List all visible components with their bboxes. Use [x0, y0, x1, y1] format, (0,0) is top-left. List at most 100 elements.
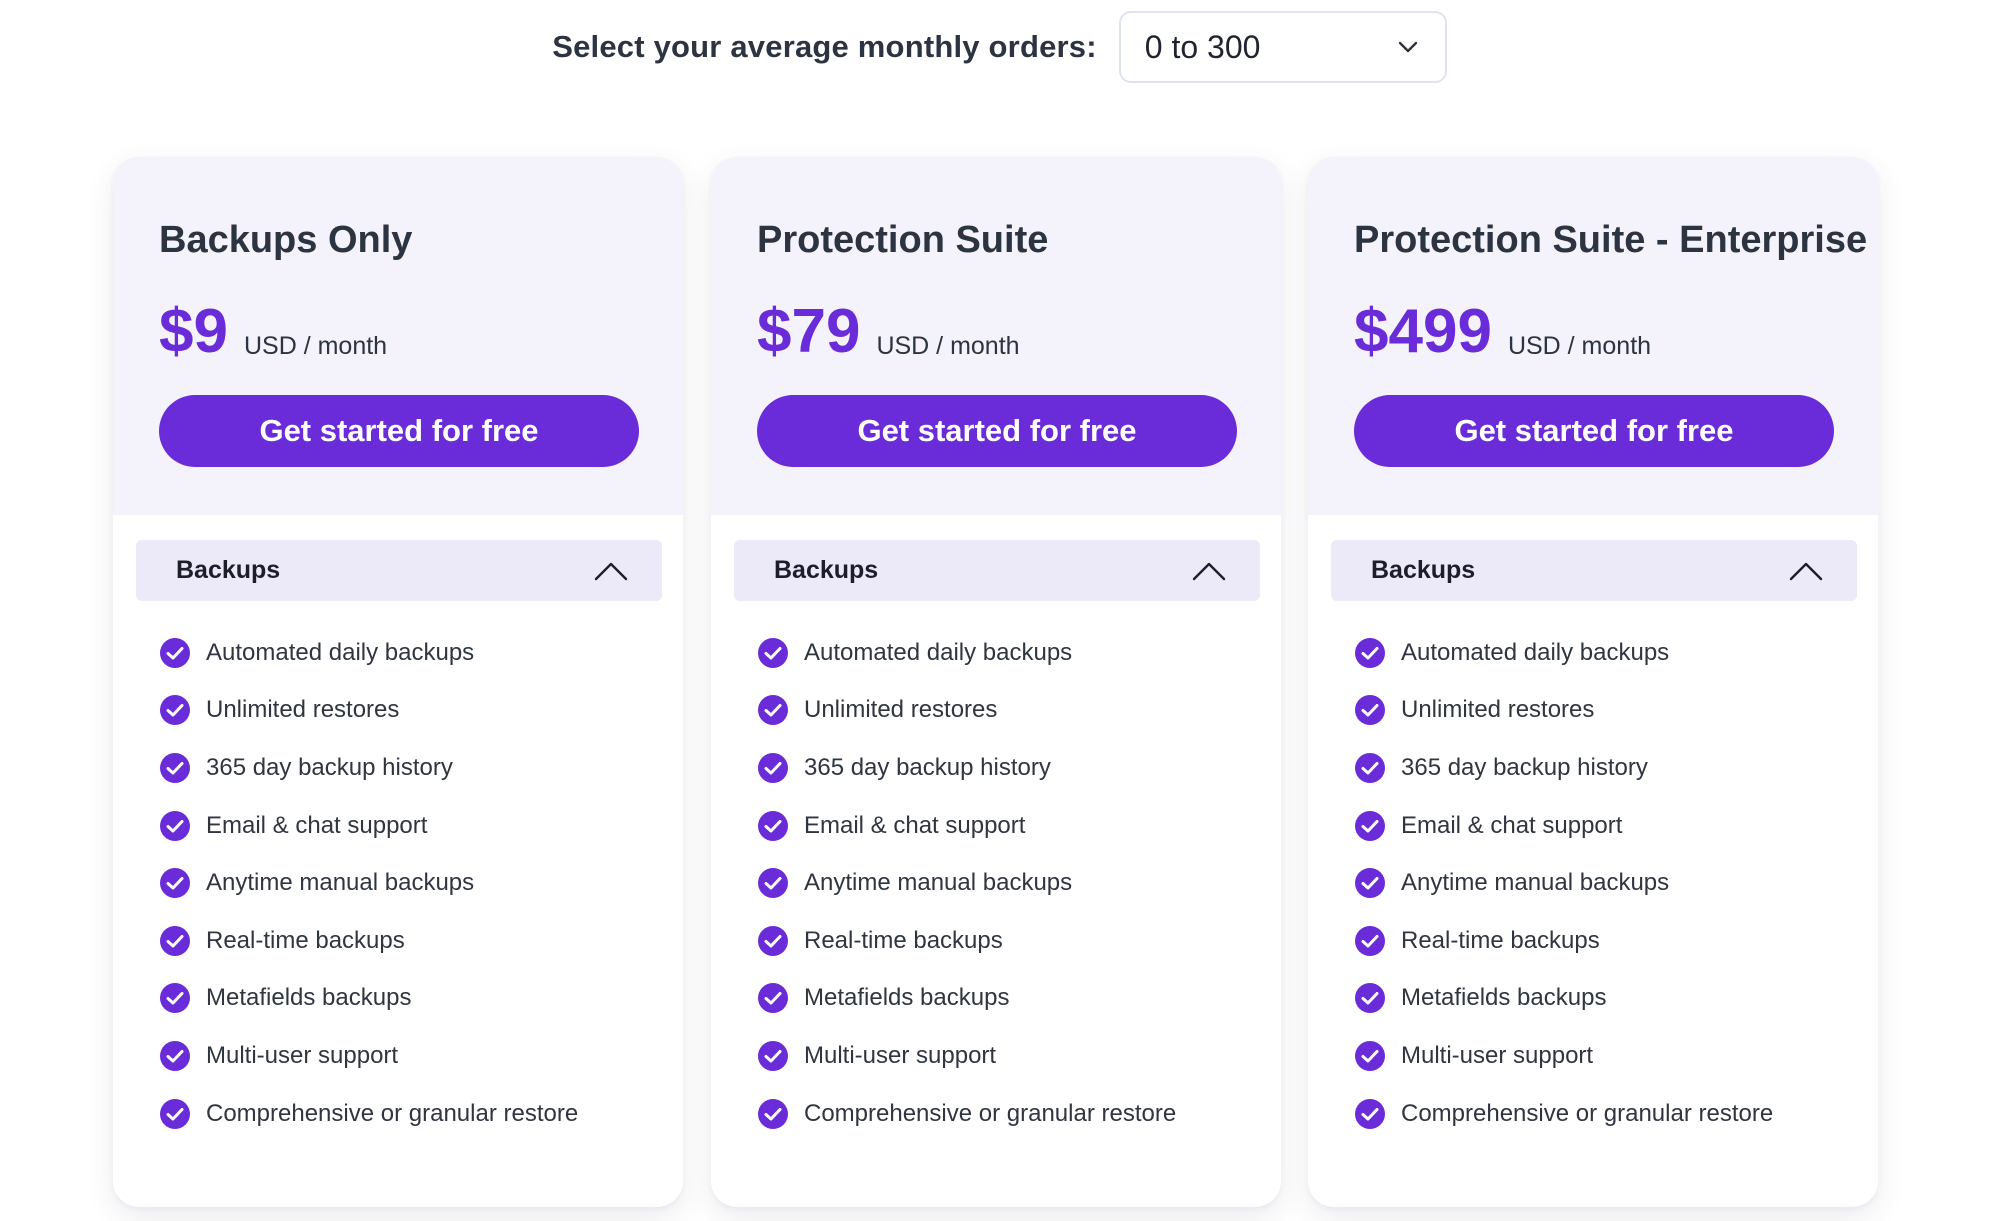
- feature-item: Metafields backups: [1354, 970, 1773, 1028]
- feature-item: Comprehensive or granular restore: [159, 1085, 578, 1143]
- feature-text: Comprehensive or granular restore: [1401, 1099, 1774, 1127]
- feature-text: Unlimited restores: [1401, 696, 1595, 724]
- feature-text: Multi-user support: [1401, 1041, 1594, 1069]
- backups-section-toggle[interactable]: Backups: [734, 540, 1260, 601]
- feature-text: Multi-user support: [804, 1041, 997, 1069]
- feature-item: Metafields backups: [757, 970, 1176, 1028]
- feature-item: Email & chat support: [1354, 797, 1773, 855]
- check-circle-icon: [1354, 1040, 1386, 1072]
- chevron-up-icon: [1192, 561, 1226, 581]
- get-started-button[interactable]: Get started for free: [757, 395, 1237, 467]
- section-title: Backups: [1371, 556, 1476, 584]
- price-unit: USD / month: [876, 332, 1020, 360]
- chevron-up-icon: [1789, 561, 1823, 581]
- plan-card-backups-only: Backups Only $9 USD / month Get started …: [113, 157, 683, 1207]
- feature-text: Automated daily backups: [206, 638, 475, 666]
- feature-text: Anytime manual backups: [206, 869, 475, 897]
- check-circle-icon: [1354, 694, 1386, 726]
- section-title: Backups: [774, 556, 879, 584]
- feature-text: Unlimited restores: [804, 696, 998, 724]
- feature-item: Real-time backups: [1354, 912, 1773, 970]
- get-started-button[interactable]: Get started for free: [1354, 395, 1834, 467]
- check-circle-icon: [1354, 925, 1386, 957]
- check-circle-icon: [159, 694, 191, 726]
- check-circle-icon: [159, 1098, 191, 1130]
- get-started-button[interactable]: Get started for free: [159, 395, 639, 467]
- feature-item: Multi-user support: [1354, 1027, 1773, 1085]
- check-circle-icon: [1354, 810, 1386, 842]
- feature-text: 365 day backup history: [206, 753, 453, 781]
- monthly-orders-dropdown[interactable]: 0 to 300: [1118, 11, 1447, 83]
- feature-item: Unlimited restores: [1354, 682, 1773, 740]
- feature-item: Multi-user support: [159, 1027, 578, 1085]
- feature-list: Automated daily backups Unlimited restor…: [757, 624, 1176, 1142]
- monthly-orders-selected-value: 0 to 300: [1144, 28, 1261, 65]
- check-circle-icon: [1354, 637, 1386, 669]
- plan-name: Protection Suite - Enterprise: [1354, 219, 1868, 261]
- feature-text: Comprehensive or granular restore: [804, 1099, 1177, 1127]
- feature-item: Unlimited restores: [757, 682, 1176, 740]
- feature-text: Email & chat support: [804, 811, 1026, 839]
- feature-text: Metafields backups: [1401, 984, 1607, 1012]
- check-circle-icon: [159, 810, 191, 842]
- feature-text: Metafields backups: [206, 984, 412, 1012]
- feature-item: 365 day backup history: [159, 739, 578, 797]
- plan-card-header: Protection Suite $79 USD / month Get sta…: [711, 157, 1281, 515]
- chevron-down-icon: [1397, 40, 1419, 54]
- plan-price: $499: [1354, 297, 1492, 366]
- feature-text: Metafields backups: [804, 984, 1010, 1012]
- check-circle-icon: [1354, 982, 1386, 1014]
- price-unit: USD / month: [243, 332, 388, 360]
- feature-text: Real-time backups: [1401, 926, 1600, 954]
- check-circle-icon: [159, 925, 191, 957]
- feature-item: Real-time backups: [159, 912, 578, 970]
- price-row: $79 USD / month: [757, 297, 1020, 367]
- check-circle-icon: [757, 752, 789, 784]
- backups-section-toggle[interactable]: Backups: [1331, 540, 1857, 601]
- feature-text: 365 day backup history: [804, 753, 1051, 781]
- feature-item: Email & chat support: [159, 797, 578, 855]
- feature-item: Anytime manual backups: [757, 854, 1176, 912]
- check-circle-icon: [159, 637, 191, 669]
- feature-text: Anytime manual backups: [804, 869, 1073, 897]
- feature-text: Automated daily backups: [1401, 638, 1670, 666]
- feature-item: 365 day backup history: [1354, 739, 1773, 797]
- feature-text: 365 day backup history: [1401, 753, 1648, 781]
- plan-name: Protection Suite: [757, 219, 1049, 261]
- feature-list: Automated daily backups Unlimited restor…: [1354, 624, 1773, 1142]
- feature-item: Real-time backups: [757, 912, 1176, 970]
- order-selector-label: Select your average monthly orders:: [552, 29, 1097, 64]
- feature-item: Email & chat support: [757, 797, 1176, 855]
- feature-item: Multi-user support: [757, 1027, 1176, 1085]
- price-row: $9 USD / month: [159, 297, 387, 367]
- check-circle-icon: [757, 810, 789, 842]
- check-circle-icon: [757, 694, 789, 726]
- feature-item: Metafields backups: [159, 970, 578, 1028]
- feature-text: Email & chat support: [206, 811, 428, 839]
- plan-card-protection-suite-enterprise: Protection Suite - Enterprise $499 USD /…: [1308, 157, 1878, 1207]
- backups-section-toggle[interactable]: Backups: [136, 540, 662, 601]
- chevron-up-icon: [594, 561, 628, 581]
- price-row: $499 USD / month: [1354, 297, 1651, 367]
- check-circle-icon: [757, 867, 789, 899]
- feature-item: Automated daily backups: [1354, 624, 1773, 682]
- check-circle-icon: [1354, 867, 1386, 899]
- feature-item: 365 day backup history: [757, 739, 1176, 797]
- feature-list: Automated daily backups Unlimited restor…: [159, 624, 578, 1142]
- plan-price: $9: [159, 297, 228, 366]
- plan-card-header: Protection Suite - Enterprise $499 USD /…: [1308, 157, 1878, 515]
- feature-item: Automated daily backups: [757, 624, 1176, 682]
- feature-text: Real-time backups: [206, 926, 405, 954]
- feature-text: Real-time backups: [804, 926, 1003, 954]
- check-circle-icon: [757, 982, 789, 1014]
- plan-card-header: Backups Only $9 USD / month Get started …: [113, 157, 683, 515]
- feature-text: Email & chat support: [1401, 811, 1623, 839]
- plan-price: $79: [757, 297, 861, 366]
- feature-text: Multi-user support: [206, 1041, 399, 1069]
- feature-item: Unlimited restores: [159, 682, 578, 740]
- price-unit: USD / month: [1507, 332, 1652, 360]
- feature-item: Comprehensive or granular restore: [757, 1085, 1176, 1143]
- check-circle-icon: [757, 1098, 789, 1130]
- check-circle-icon: [757, 1040, 789, 1072]
- feature-text: Unlimited restores: [206, 696, 400, 724]
